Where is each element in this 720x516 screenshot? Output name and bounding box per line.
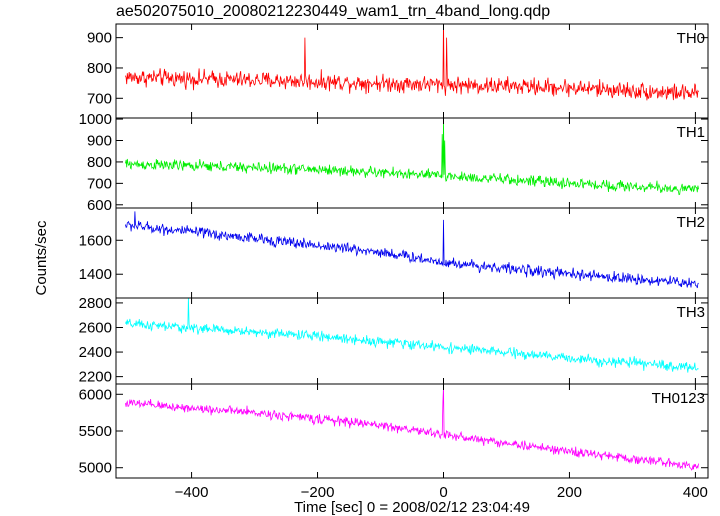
x-tick-label-1: −200 (301, 484, 335, 501)
y-tick-label-th3-3: 2800 (79, 295, 112, 312)
panel-frame-th3 (115, 297, 709, 385)
panel-frame-th0123 (115, 383, 709, 479)
y-tick-label-th0-2: 900 (87, 30, 112, 47)
series-th0123 (125, 386, 699, 471)
y-tick-label-th2-1: 1600 (79, 232, 112, 249)
series-th0 (125, 24, 699, 101)
x-tick-label-0: −400 (175, 484, 209, 501)
y-tick-label-th3-1: 2400 (79, 344, 112, 361)
y-tick-label-th1-3: 900 (87, 133, 112, 150)
y-tick-label-th0-1: 800 (87, 60, 112, 77)
y-tick-label-th3-2: 2600 (79, 319, 112, 336)
x-tick-label-2: 0 (439, 484, 447, 501)
y-tick-label-th1-1: 700 (87, 175, 112, 192)
panel-label-th2: TH2 (677, 214, 705, 231)
panel-frame-th2 (115, 207, 709, 299)
frame-layer: 700 800 900 TH0 600 700 800 900 1000 TH1 1400 1600 T… (79, 23, 709, 501)
y-tick-label-th1-2: 800 (87, 154, 112, 171)
y-tick-label-th0123-2: 6000 (79, 386, 112, 403)
y-tick-label-th0123-1: 5500 (79, 423, 112, 440)
series-th1 (125, 119, 699, 196)
y-axis-label: Counts/sec (33, 220, 50, 296)
y-tick-label-th0-0: 700 (87, 90, 112, 107)
series-th2 (125, 211, 699, 289)
y-tick-label-th2-0: 1400 (79, 266, 112, 283)
series-th3 (125, 298, 699, 373)
y-tick-label-th0123-0: 5000 (79, 460, 112, 477)
y-tick-label-th1-0: 600 (87, 197, 112, 214)
panel-label-th1: TH1 (677, 124, 705, 141)
text-layer: Counts/sec Time [sec] 0 = 2008/02/12 23:… (33, 220, 530, 516)
y-tick-label-th1-4: 1000 (79, 111, 112, 128)
panel-frame-th0 (115, 23, 709, 119)
page-title: ae502075010_20080212230449_wam1_trn_4ban… (116, 3, 551, 20)
y-tick-label-th3-0: 2200 (79, 369, 112, 386)
x-axis-label: Time [sec] 0 = 2008/02/12 23:04:49 (294, 499, 530, 516)
panel-label-th3: TH3 (677, 304, 705, 321)
panel-label-th0123: TH0123 (652, 390, 705, 407)
panel-frame-th1 (115, 117, 709, 209)
x-tick-label-4: 400 (683, 484, 708, 501)
panel-label-th0: TH0 (677, 30, 705, 47)
x-tick-label-3: 200 (557, 484, 582, 501)
series-layer (125, 24, 699, 471)
